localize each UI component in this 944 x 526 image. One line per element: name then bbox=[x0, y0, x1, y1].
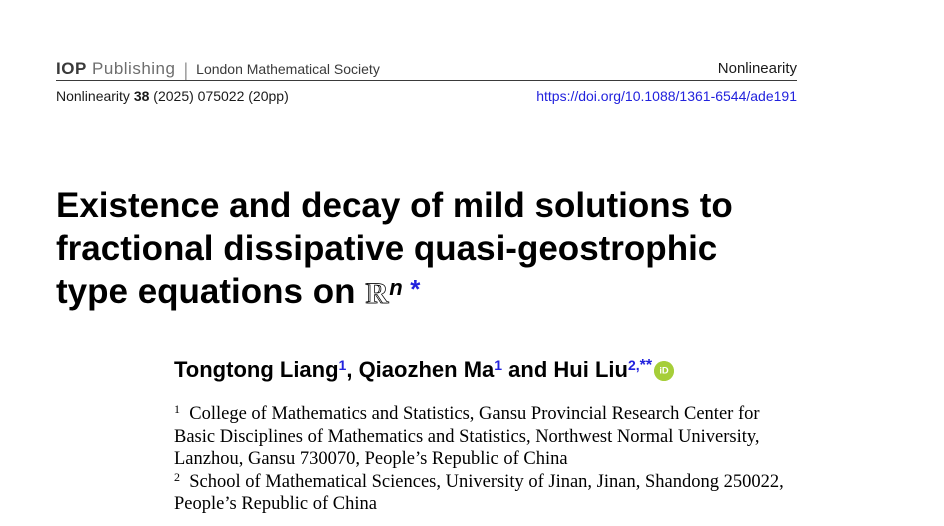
svg-text:R: R bbox=[367, 277, 389, 310]
svg-text:iD: iD bbox=[659, 366, 669, 376]
